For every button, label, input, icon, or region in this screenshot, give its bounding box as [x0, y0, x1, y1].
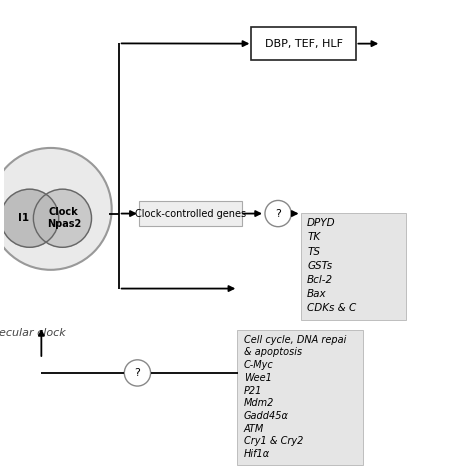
Text: Gadd45α: Gadd45α	[244, 411, 289, 421]
Text: Wee1: Wee1	[244, 373, 272, 383]
Text: & apoptosis: & apoptosis	[244, 347, 302, 357]
FancyBboxPatch shape	[301, 213, 406, 320]
Text: ?: ?	[275, 209, 281, 219]
Text: Bcl-2: Bcl-2	[307, 274, 333, 285]
Text: ATM: ATM	[244, 424, 264, 434]
Text: P21: P21	[244, 385, 262, 395]
Text: TS: TS	[307, 246, 320, 256]
Text: Mdm2: Mdm2	[244, 398, 274, 408]
Text: ?: ?	[135, 368, 140, 378]
Text: Cry1 & Cry2: Cry1 & Cry2	[244, 437, 303, 447]
Text: CDKs & C: CDKs & C	[307, 303, 356, 313]
Circle shape	[0, 189, 59, 247]
Text: GSTs: GSTs	[307, 261, 332, 271]
Text: DPYD: DPYD	[307, 219, 336, 228]
FancyBboxPatch shape	[139, 201, 242, 226]
FancyBboxPatch shape	[237, 330, 364, 465]
Circle shape	[265, 201, 291, 227]
Text: Hif1α: Hif1α	[244, 449, 270, 459]
Circle shape	[0, 148, 112, 270]
Text: ecular clock: ecular clock	[0, 328, 66, 338]
Text: TK: TK	[307, 232, 320, 243]
Text: Cell cycle, DNA repai: Cell cycle, DNA repai	[244, 335, 346, 345]
Text: I1: I1	[18, 213, 29, 223]
Text: Clock-controlled genes: Clock-controlled genes	[135, 209, 246, 219]
Text: Bax: Bax	[307, 289, 327, 299]
Text: C-Myc: C-Myc	[244, 360, 273, 370]
FancyBboxPatch shape	[251, 27, 356, 60]
Circle shape	[33, 189, 91, 247]
Text: DBP, TEF, HLF: DBP, TEF, HLF	[265, 39, 343, 49]
Circle shape	[124, 360, 151, 386]
Text: Clock
Npas2: Clock Npas2	[47, 208, 81, 229]
